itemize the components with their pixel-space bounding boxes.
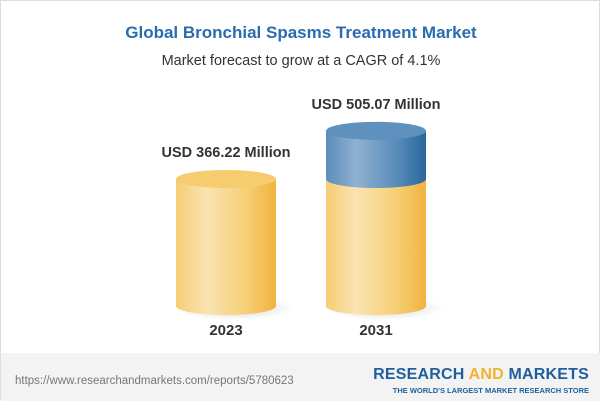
logo-tagline: THE WORLD'S LARGEST MARKET RESEARCH STOR…: [392, 386, 589, 395]
chart-subtitle: Market forecast to grow at a CAGR of 4.1…: [161, 53, 441, 69]
category-label: 2023: [209, 322, 242, 339]
research-and-markets-logo: RESEARCH AND MARKETS THE WORLD'S LARGEST…: [373, 366, 589, 395]
report-url[interactable]: https://www.researchandmarkets.com/repor…: [15, 375, 294, 387]
cylinder-chart: USD 366.22 Million 2023 USD 505.07 Million…: [162, 97, 444, 339]
cylinder-body-base: [326, 179, 426, 315]
chart-title: Global Bronchial Spasms Treatment Market: [125, 23, 477, 42]
category-label: 2031: [359, 322, 392, 339]
cylinder-body-growth: [326, 130, 426, 188]
data-label: USD 366.22 Million: [162, 145, 291, 161]
footer: https://www.researchandmarkets.com/repor…: [1, 353, 600, 401]
cylinder-top: [176, 170, 276, 188]
cylinder-top: [326, 121, 426, 140]
cylinder-body-base: [176, 179, 276, 315]
data-label: USD 505.07 Million: [312, 97, 441, 113]
